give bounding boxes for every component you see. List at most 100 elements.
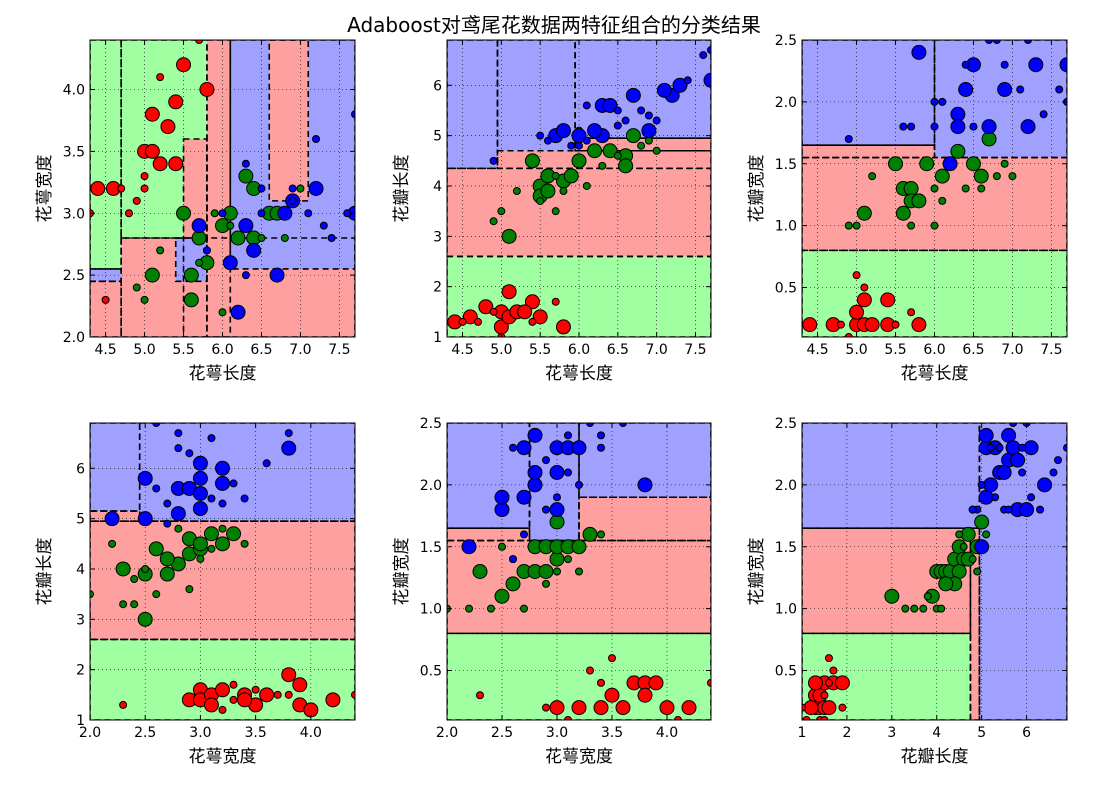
data-point-class-1	[582, 526, 598, 542]
data-point-class-1	[203, 526, 219, 542]
data-point-class-1	[183, 267, 199, 283]
data-point-class-0	[856, 292, 872, 308]
y-tick-label: 1.0	[775, 602, 797, 618]
data-point-class-1	[625, 128, 641, 144]
data-point-class-0	[551, 297, 560, 306]
data-point-class-1	[524, 153, 540, 169]
data-point-class-1	[494, 588, 510, 604]
data-point-class-1	[240, 539, 249, 548]
data-point-class-2	[192, 501, 208, 517]
data-point-class-2	[582, 136, 591, 145]
data-point-class-2	[575, 480, 583, 489]
data-point-class-1	[587, 143, 603, 159]
data-point-class-2	[991, 493, 1000, 502]
decision-boundary	[802, 423, 981, 529]
data-point-class-2	[527, 465, 543, 480]
x-tick-label: 5.0	[845, 342, 867, 358]
decision-boundary	[802, 144, 936, 159]
data-point-class-0	[637, 687, 653, 703]
y-tick-label: 3	[433, 229, 442, 245]
data-point-class-0	[168, 94, 184, 110]
data-point-class-0	[501, 284, 517, 300]
data-point-class-2	[597, 431, 605, 440]
y-axis-label: 花瓣宽度	[747, 538, 767, 606]
data-point-class-2	[621, 116, 630, 125]
y-tick-label: 5	[76, 512, 85, 528]
x-tick-label: 7.5	[684, 342, 706, 358]
data-point-class-2	[1016, 85, 1025, 94]
data-point-class-2	[1028, 57, 1044, 73]
data-point-class-1	[884, 588, 900, 604]
y-tick-label: 2.0	[63, 330, 85, 346]
data-point-class-1	[512, 187, 521, 196]
data-point-class-2	[207, 494, 216, 503]
x-axis-label: 花瓣长度	[901, 747, 969, 767]
data-point-class-0	[524, 294, 540, 310]
data-point-class-1	[973, 168, 989, 184]
data-point-class-1	[210, 209, 219, 218]
data-point-class-2	[192, 470, 208, 486]
x-tick-label: 7.5	[1040, 342, 1062, 358]
data-point-class-1	[195, 258, 204, 267]
data-point-class-1	[520, 604, 528, 613]
y-tick-label: 2.0	[775, 95, 797, 111]
decision-region-class-1	[970, 528, 980, 720]
data-point-class-2	[699, 51, 708, 60]
y-tick-label: 2.5	[775, 416, 797, 432]
data-point-class-0	[168, 156, 184, 172]
data-points	[447, 46, 711, 337]
figure-title: Adaboost对鸢尾花数据两特征组合的分类结果	[347, 13, 761, 37]
data-point-class-0	[821, 700, 837, 716]
x-tick-label: 4.0	[656, 725, 678, 741]
data-point-class-2	[520, 530, 528, 539]
data-point-class-0	[555, 319, 571, 335]
data-point-class-1	[938, 196, 947, 205]
data-point-class-1	[536, 197, 545, 206]
data-point-class-2	[304, 209, 313, 218]
data-point-class-2	[516, 489, 532, 505]
y-tick-label: 4.0	[63, 83, 85, 99]
decision-region-class-2	[979, 423, 1067, 720]
data-point-class-2	[137, 511, 153, 527]
data-point-class-0	[836, 320, 845, 329]
data-point-class-0	[325, 692, 341, 708]
data-point-class-1	[992, 172, 1001, 181]
data-point-class-1	[230, 230, 246, 246]
data-point-class-2	[240, 494, 249, 503]
data-point-class-2	[312, 135, 321, 143]
data-point-class-1	[505, 576, 521, 592]
decision-boundary	[969, 527, 981, 720]
data-point-class-2	[930, 97, 939, 106]
data-point-class-1	[280, 234, 289, 242]
decision-region-class-2	[934, 40, 1067, 158]
y-tick-label: 0.5	[775, 281, 797, 297]
data-point-class-1	[465, 604, 473, 613]
data-point-class-1	[176, 205, 192, 221]
data-point-class-0	[117, 184, 126, 193]
data-point-class-2	[269, 267, 285, 283]
data-point-class-0	[156, 73, 165, 82]
data-point-class-0	[615, 700, 631, 716]
data-point-class-0	[229, 680, 238, 689]
data-point-class-1	[888, 156, 904, 172]
data-point-class-0	[880, 292, 896, 308]
data-point-class-1	[159, 551, 175, 567]
data-point-class-1	[844, 221, 853, 230]
data-point-class-0	[215, 682, 230, 698]
data-point-class-2	[288, 196, 297, 205]
data-point-class-2	[218, 499, 227, 508]
data-point-class-2	[652, 116, 661, 125]
data-points	[90, 40, 355, 320]
data-point-class-0	[203, 697, 219, 713]
data-point-class-2	[257, 184, 266, 193]
data-point-class-1	[974, 514, 990, 530]
data-point-class-2	[174, 429, 183, 438]
data-point-class-2	[207, 434, 216, 443]
data-point-class-2	[602, 97, 618, 113]
decision-regions	[447, 40, 711, 337]
data-point-class-2	[1004, 505, 1013, 514]
data-point-class-1	[618, 158, 634, 174]
x-tick-label: 2	[842, 725, 851, 741]
data-point-class-2	[137, 470, 153, 486]
